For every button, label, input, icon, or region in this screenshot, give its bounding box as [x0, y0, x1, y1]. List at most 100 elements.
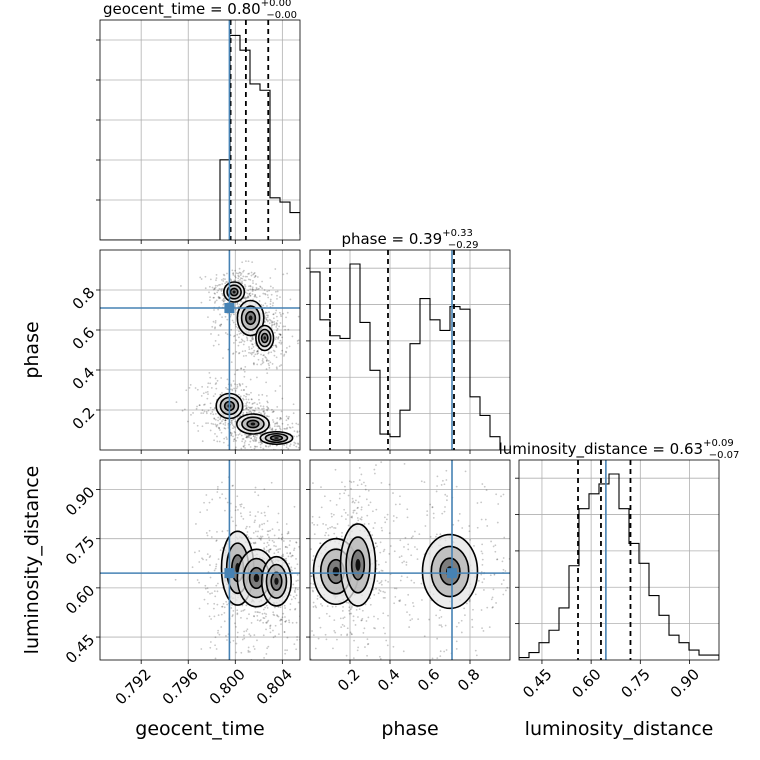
sample-point [266, 647, 269, 650]
sample-point [307, 438, 309, 440]
sample-point [214, 383, 217, 386]
sample-point [388, 483, 391, 486]
sample-point [252, 409, 254, 412]
sample-point [288, 619, 290, 622]
sample-point [253, 409, 256, 412]
sample-point [196, 579, 199, 581]
sample-point [340, 515, 343, 518]
sample-point [243, 630, 246, 633]
sample-point [235, 369, 238, 372]
sample-point [297, 434, 300, 437]
sample-point [180, 285, 182, 287]
sample-point [287, 328, 290, 331]
sample-point [245, 411, 248, 414]
sample-point [222, 300, 225, 303]
sample-point [217, 296, 220, 298]
sample-point [446, 495, 448, 498]
sample-point [242, 518, 245, 520]
sample-point [263, 548, 266, 551]
sample-point [281, 555, 283, 557]
sample-point [223, 437, 226, 440]
sample-point [376, 580, 379, 582]
sample-point [245, 392, 248, 395]
sample-point [314, 647, 317, 650]
sample-point [296, 430, 299, 433]
sample-point [211, 325, 214, 328]
sample-point [276, 421, 279, 424]
sample-point [217, 558, 220, 560]
sample-point [265, 621, 267, 624]
sample-point [265, 318, 268, 321]
sample-point [276, 417, 279, 420]
sample-point [271, 408, 273, 411]
sample-point [214, 418, 217, 421]
sample-point [384, 579, 387, 582]
sample-point [258, 295, 261, 298]
sample-point [268, 364, 271, 367]
sample-point [338, 497, 341, 500]
sample-point [384, 596, 386, 599]
sample-point [334, 527, 337, 529]
sample-point [476, 502, 479, 504]
sample-point [214, 327, 216, 330]
sample-point [286, 426, 289, 429]
sample-point [402, 650, 405, 653]
sample-point [273, 350, 276, 353]
sample-point [255, 437, 258, 439]
sample-point [364, 488, 367, 491]
sample-point [377, 444, 379, 446]
sample-point [384, 632, 386, 635]
sample-point [245, 406, 248, 409]
sample-point [248, 346, 250, 348]
sample-point [220, 288, 222, 291]
sample-point [296, 573, 299, 576]
sample-point [232, 352, 235, 355]
panel-frame [309, 459, 511, 661]
sample-point [209, 296, 211, 299]
sample-point [283, 444, 286, 447]
sample-point [254, 440, 257, 443]
sample-point [413, 672, 415, 674]
sample-point [219, 283, 222, 286]
sample-point [270, 428, 273, 431]
sample-point [232, 425, 235, 428]
sample-point [455, 640, 458, 643]
sample-point [189, 383, 192, 386]
sample-point [236, 417, 239, 419]
sample-point [257, 511, 259, 513]
sample-point [386, 513, 389, 516]
sample-point [325, 523, 327, 526]
sample-point [254, 542, 257, 545]
sample-point [209, 646, 212, 649]
sample-point [285, 347, 288, 349]
sample-point [277, 338, 279, 340]
sample-point [245, 354, 247, 357]
sample-point [181, 409, 184, 412]
title-main: geocent_time = 0.80 [103, 0, 261, 19]
sample-point [436, 657, 439, 660]
sample-point [217, 343, 220, 346]
sample-point [341, 481, 343, 484]
sample-point [407, 543, 410, 546]
sample-point [221, 294, 224, 297]
sample-point [418, 533, 421, 536]
sample-point [244, 297, 247, 300]
sample-point [192, 412, 194, 414]
sample-point [267, 352, 270, 355]
sample-point [380, 461, 383, 464]
sample-point [276, 453, 278, 455]
sample-point [217, 629, 220, 632]
sample-point [326, 605, 329, 608]
sample-point [269, 631, 272, 634]
sample-point [216, 440, 219, 443]
sample-point [273, 544, 275, 547]
sample-point [256, 353, 259, 355]
sample-point [350, 612, 353, 615]
sample-point [469, 539, 472, 541]
sample-point [322, 437, 324, 439]
sample-point [272, 287, 274, 289]
sample-point [222, 278, 225, 280]
sample-point [500, 583, 503, 585]
sample-point [218, 297, 220, 300]
sample-point [273, 455, 275, 457]
